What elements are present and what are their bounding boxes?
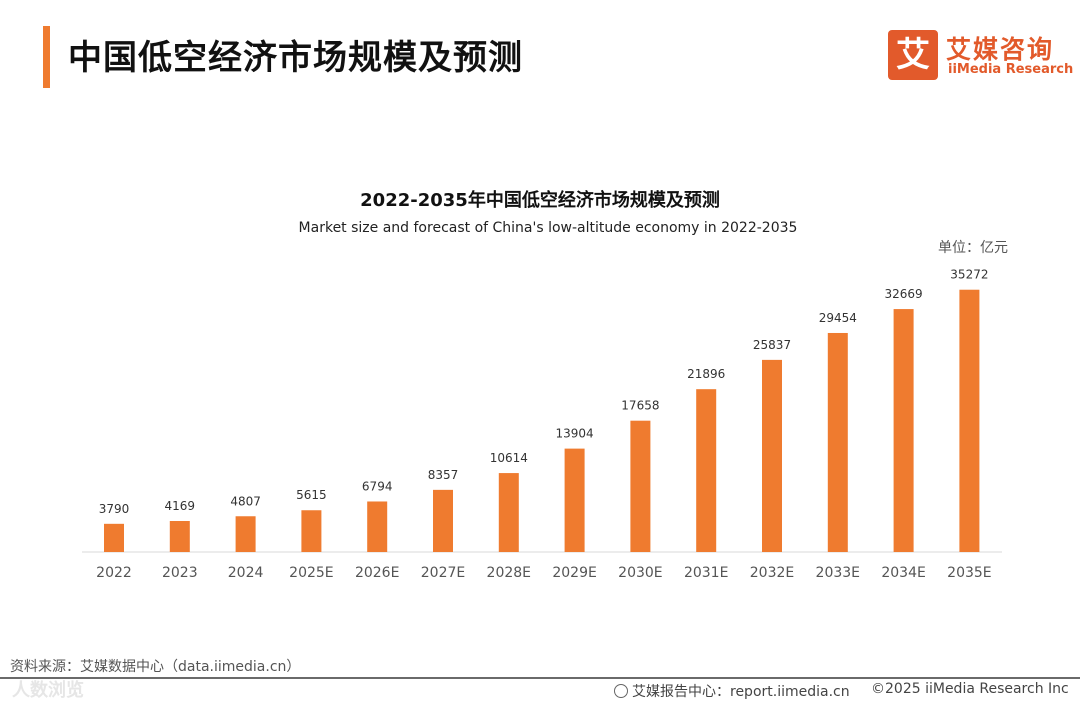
x-tick-2023: 2023 bbox=[162, 565, 198, 581]
x-tick-2028E: 2028E bbox=[487, 565, 531, 581]
x-tick-2029E: 2029E bbox=[552, 565, 596, 581]
data-label-2031E: 21896 bbox=[687, 367, 725, 381]
bar-2029E bbox=[564, 448, 585, 552]
x-tick-2027E: 2027E bbox=[421, 565, 465, 581]
data-label-2029E: 13904 bbox=[556, 427, 594, 441]
x-tick-2030E: 2030E bbox=[618, 565, 662, 581]
bar-2033E bbox=[827, 332, 848, 552]
data-label-2033E: 29454 bbox=[819, 311, 857, 325]
chart-title: 2022-2035年中国低空经济市场规模及预测 bbox=[360, 190, 720, 211]
data-label-2022: 3790 bbox=[99, 502, 130, 516]
x-tick-2022: 2022 bbox=[96, 565, 132, 581]
x-tick-2032E: 2032E bbox=[750, 565, 794, 581]
footer-report-link[interactable]: 艾媒报告中心：report.iimedia.cn bbox=[614, 681, 850, 701]
data-label-2024: 4807 bbox=[230, 494, 261, 508]
x-tick-2024: 2024 bbox=[228, 565, 264, 581]
data-label-2025E: 5615 bbox=[296, 488, 327, 502]
logo-text-en: iiMedia Research bbox=[948, 62, 1074, 77]
footer-report-text: 艾媒报告中心：report.iimedia.cn bbox=[632, 684, 850, 700]
bar-2022 bbox=[104, 523, 124, 552]
data-label-2026E: 6794 bbox=[362, 479, 393, 493]
data-label-2027E: 8357 bbox=[428, 468, 459, 482]
data-label-2034E: 32669 bbox=[885, 287, 923, 301]
data-label-2035E: 35272 bbox=[950, 268, 988, 282]
bar-2034E bbox=[893, 309, 914, 552]
x-tick-2035E: 2035E bbox=[947, 565, 991, 581]
x-tick-2033E: 2033E bbox=[816, 565, 860, 581]
footer-divider bbox=[0, 677, 1080, 679]
bar-2032E bbox=[762, 359, 782, 552]
bar-2035E bbox=[959, 289, 980, 552]
data-label-2023: 4169 bbox=[165, 499, 196, 513]
chart-subtitle: Market size and forecast of China's low-… bbox=[298, 220, 798, 236]
x-tick-2025E: 2025E bbox=[289, 565, 333, 581]
bar-2023 bbox=[169, 520, 190, 552]
x-tick-2034E: 2034E bbox=[881, 565, 925, 581]
logo-text-cn: 艾媒咨询 bbox=[946, 35, 1055, 64]
logo-mark-icon: 艾 bbox=[888, 30, 938, 80]
brand-logo: 艾 艾媒咨询 iiMedia Research bbox=[888, 30, 1073, 82]
bar-2025E bbox=[301, 510, 322, 552]
x-tick-2031E: 2031E bbox=[684, 565, 728, 581]
bar-2031E bbox=[696, 389, 717, 552]
x-tick-2026E: 2026E bbox=[355, 565, 399, 581]
source-note: 资料来源：艾媒数据中心（data.iimedia.cn） bbox=[10, 659, 301, 675]
data-label-2028E: 10614 bbox=[490, 451, 528, 465]
bar-2024 bbox=[235, 516, 256, 552]
footer-copyright: ©2025 iiMedia Research Inc bbox=[871, 681, 1069, 697]
page-title: 中国低空经济市场规模及预测 bbox=[68, 38, 523, 78]
data-label-2030E: 17658 bbox=[621, 399, 659, 413]
title-accent-bar bbox=[43, 26, 50, 88]
bar-2030E bbox=[630, 420, 651, 552]
bar-2026E bbox=[367, 501, 388, 552]
data-label-2032E: 25837 bbox=[753, 338, 791, 352]
bar-2028E bbox=[498, 473, 519, 552]
unit-label: 单位：亿元 bbox=[938, 240, 1008, 256]
globe-icon bbox=[614, 684, 628, 698]
watermark: 人数浏览 bbox=[12, 680, 84, 701]
bar-2027E bbox=[433, 489, 453, 552]
